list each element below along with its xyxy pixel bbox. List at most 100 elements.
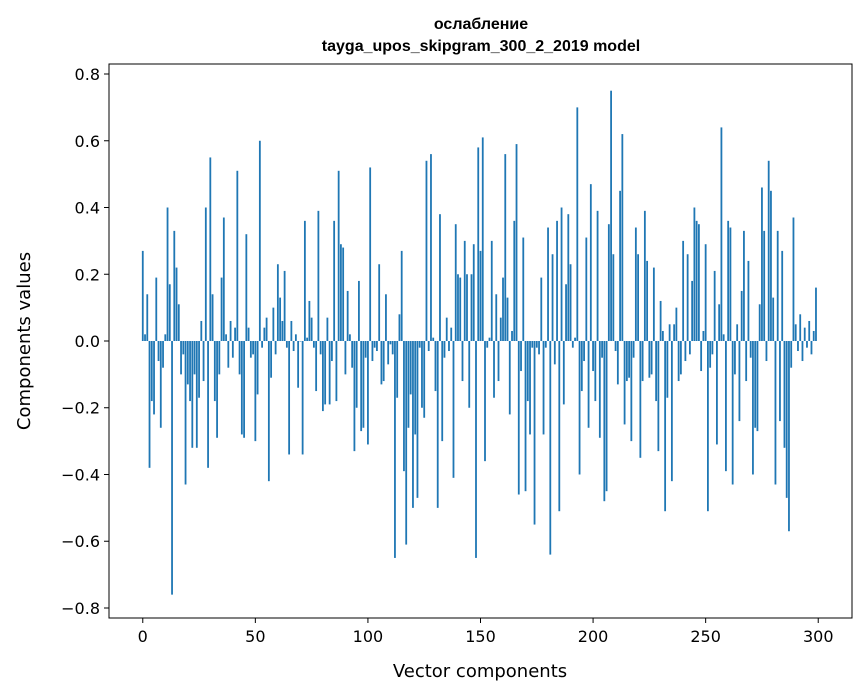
bar-138 — [452, 341, 455, 478]
bar-68 — [294, 334, 297, 341]
bar-268 — [745, 341, 748, 382]
bar-296 — [808, 320, 811, 341]
bar-156 — [493, 341, 495, 398]
bar-166 — [515, 144, 518, 341]
bar-165 — [513, 220, 516, 341]
y-tick-label: 0.4 — [75, 199, 100, 218]
bar-66 — [290, 320, 293, 341]
y-tick-label: −0.8 — [61, 599, 100, 618]
bar-62 — [281, 320, 284, 341]
y-axis-label: Components values — [14, 252, 35, 430]
bar-78 — [317, 210, 320, 341]
bar-224 — [646, 260, 649, 341]
bar-257 — [720, 127, 723, 341]
bar-255 — [716, 341, 718, 445]
bar-247 — [697, 224, 700, 341]
bar-218 — [632, 341, 635, 358]
x-tick-label: 100 — [353, 627, 384, 646]
bar-221 — [639, 341, 642, 458]
bar-299 — [815, 287, 817, 341]
bar-1 — [144, 334, 146, 341]
bar-97 — [360, 341, 363, 432]
bar-232 — [664, 341, 667, 512]
bar-216 — [628, 341, 631, 378]
bar-292 — [799, 314, 802, 341]
bar-112 — [394, 341, 396, 558]
bar-276 — [763, 230, 766, 341]
bar-263 — [734, 341, 736, 375]
bar-293 — [801, 341, 804, 362]
bar-271 — [752, 341, 754, 475]
bar-160 — [502, 277, 504, 341]
bar-153 — [486, 341, 489, 348]
bar-58 — [272, 307, 275, 341]
bar-196 — [583, 341, 585, 362]
bar-230 — [659, 300, 662, 341]
y-tick-label: −0.6 — [61, 532, 100, 551]
bar-114 — [398, 314, 401, 341]
bar-254 — [713, 270, 716, 341]
bar-183 — [553, 341, 556, 365]
bar-22 — [191, 341, 194, 448]
bar-228 — [655, 341, 658, 402]
bar-265 — [738, 341, 741, 422]
bar-57 — [270, 341, 273, 378]
bar-117 — [405, 341, 408, 545]
bar-136 — [448, 341, 450, 352]
bar-207 — [607, 224, 610, 341]
bar-35 — [220, 277, 223, 341]
bar-220 — [637, 254, 640, 341]
bar-161 — [504, 154, 507, 341]
bar-148 — [475, 341, 477, 558]
bar-74 — [308, 300, 311, 341]
bar-87 — [337, 170, 340, 341]
bar-45 — [243, 341, 245, 438]
bar-39 — [229, 320, 232, 341]
bar-123 — [418, 341, 421, 348]
bar-83 — [328, 341, 331, 405]
bar-164 — [511, 330, 513, 341]
bar-14 — [173, 230, 176, 341]
bar-13 — [171, 341, 173, 595]
bar-215 — [625, 341, 628, 382]
bar-141 — [459, 277, 462, 341]
bar-270 — [749, 341, 752, 358]
bar-206 — [605, 341, 608, 492]
bar-150 — [479, 250, 482, 341]
bar-129 — [432, 337, 435, 341]
bar-122 — [416, 341, 419, 498]
chart-subtitle: tayga_upos_skipgram_300_2_2019 model — [322, 38, 640, 55]
bar-192 — [574, 337, 576, 341]
bar-93 — [351, 341, 354, 368]
bar-256 — [718, 304, 721, 341]
bar-214 — [623, 341, 626, 425]
bar-91 — [346, 290, 349, 341]
bar-170 — [524, 341, 527, 492]
bar-37 — [225, 334, 227, 341]
bar-285 — [783, 341, 786, 448]
bar-203 — [598, 341, 601, 438]
bar-77 — [315, 341, 318, 392]
bar-280 — [772, 297, 775, 341]
bar-186 — [560, 207, 563, 341]
bar-34 — [218, 341, 221, 375]
bar-56 — [267, 341, 270, 482]
bar-277 — [765, 341, 768, 362]
bar-177 — [540, 277, 543, 341]
bar-126 — [425, 160, 428, 341]
bar-225 — [648, 341, 651, 378]
x-axis-label: Vector components — [393, 661, 567, 682]
bar-182 — [551, 254, 554, 341]
bar-26 — [200, 320, 203, 341]
bar-139 — [454, 224, 457, 341]
bar-0 — [141, 250, 144, 341]
bar-144 — [466, 274, 468, 341]
bar-98 — [362, 341, 365, 428]
y-tick-label: 0.0 — [75, 332, 100, 351]
bar-95 — [355, 341, 358, 408]
bar-167 — [517, 341, 520, 495]
bar-185 — [558, 341, 561, 512]
bar-251 — [707, 341, 709, 512]
bar-110 — [389, 341, 392, 345]
bar-107 — [382, 341, 385, 382]
